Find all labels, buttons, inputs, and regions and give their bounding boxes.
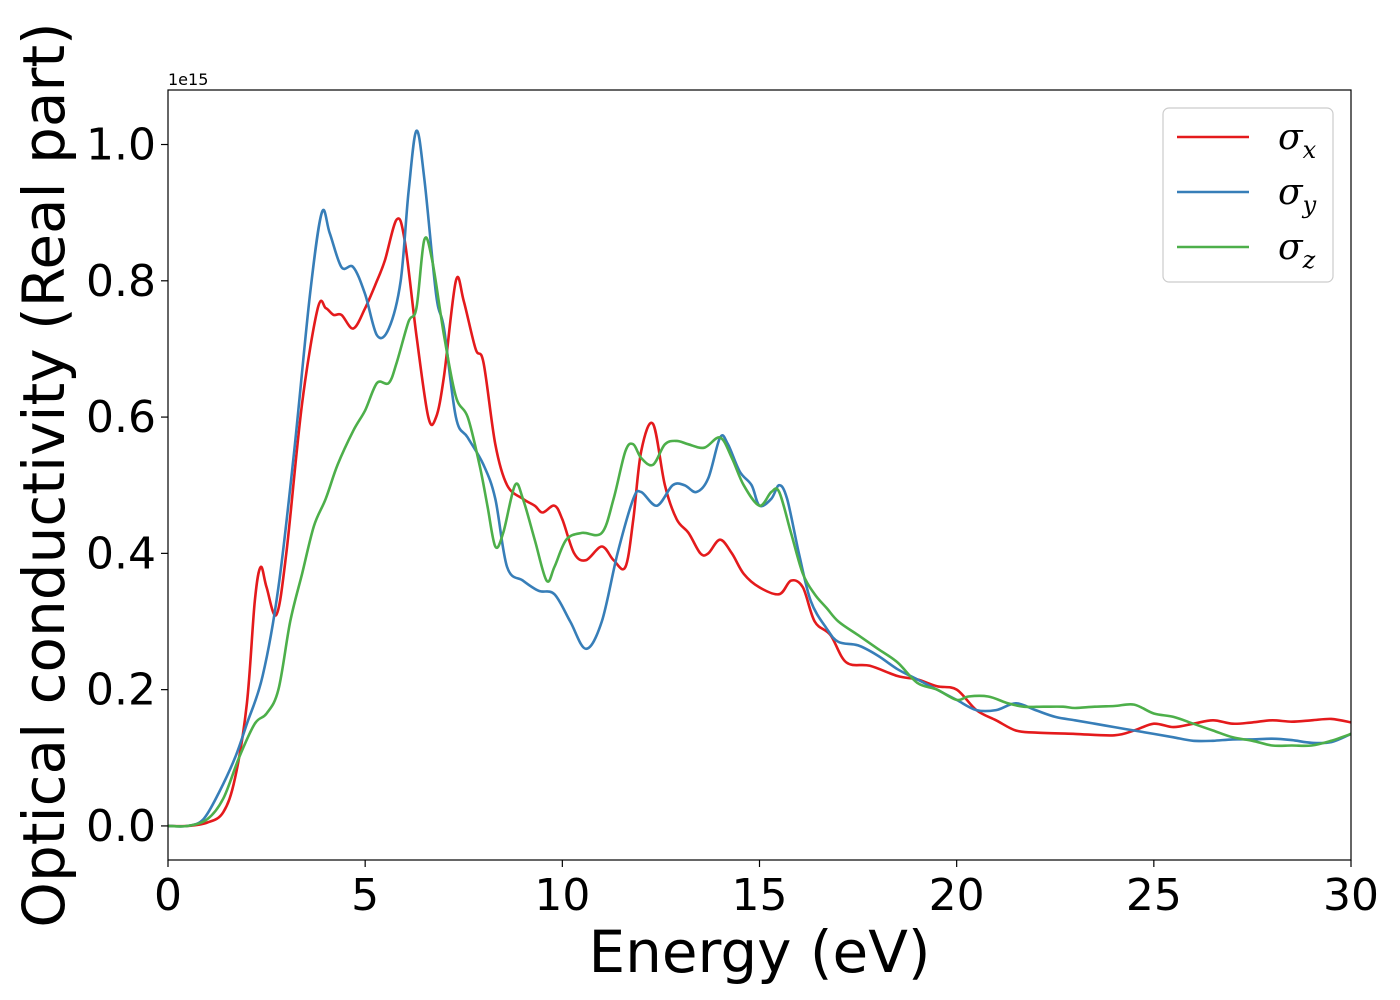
x-tick-label: 20 bbox=[929, 870, 985, 921]
series-line-x bbox=[168, 217, 1351, 828]
x-tick-label: 5 bbox=[351, 870, 379, 921]
x-axis-title: Energy (eV) bbox=[588, 918, 930, 986]
legend-box bbox=[1162, 107, 1334, 283]
series-line-z bbox=[168, 236, 1351, 828]
x-tick-label: 10 bbox=[534, 870, 590, 921]
x-tick-label: 0 bbox=[154, 870, 182, 921]
y-axis-title: Optical conductivity (Real part) bbox=[10, 22, 78, 927]
y-tick-label: 0.4 bbox=[86, 528, 156, 579]
x-tick-label: 15 bbox=[732, 870, 788, 921]
y-tick-label: 0.0 bbox=[86, 801, 156, 852]
y-offset-label: 1e15 bbox=[168, 70, 208, 89]
y-tick-label: 0.6 bbox=[86, 392, 156, 443]
y-tick-label: 0.8 bbox=[86, 256, 156, 307]
y-axis-ticks: 0.0 0.2 0.4 0.6 0.8 1.0 bbox=[86, 120, 168, 852]
y-tick-label: 1.0 bbox=[86, 120, 156, 171]
series-line-y bbox=[168, 129, 1351, 828]
x-axis-ticks: 0 5 10 15 20 25 30 bbox=[154, 860, 1379, 921]
plot-lines bbox=[168, 129, 1351, 828]
x-tick-label: 25 bbox=[1126, 870, 1182, 921]
y-tick-label: 0.2 bbox=[86, 665, 156, 716]
x-tick-label: 30 bbox=[1323, 870, 1379, 921]
